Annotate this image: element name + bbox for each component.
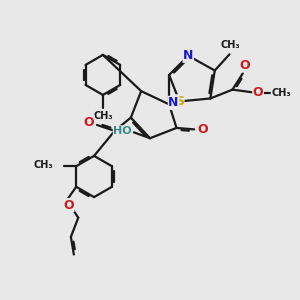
Text: O: O <box>240 59 250 72</box>
Text: O: O <box>197 123 208 136</box>
Text: N: N <box>183 49 194 62</box>
Text: CH₃: CH₃ <box>220 40 240 50</box>
Text: N: N <box>168 96 179 110</box>
Text: O: O <box>253 86 263 99</box>
Text: O: O <box>83 116 94 128</box>
Text: CH₃: CH₃ <box>271 88 291 98</box>
Text: CH₃: CH₃ <box>93 110 113 121</box>
Text: CH₃: CH₃ <box>34 160 53 170</box>
Text: O: O <box>63 199 74 212</box>
Text: HO: HO <box>113 126 132 136</box>
Text: S: S <box>175 95 184 108</box>
